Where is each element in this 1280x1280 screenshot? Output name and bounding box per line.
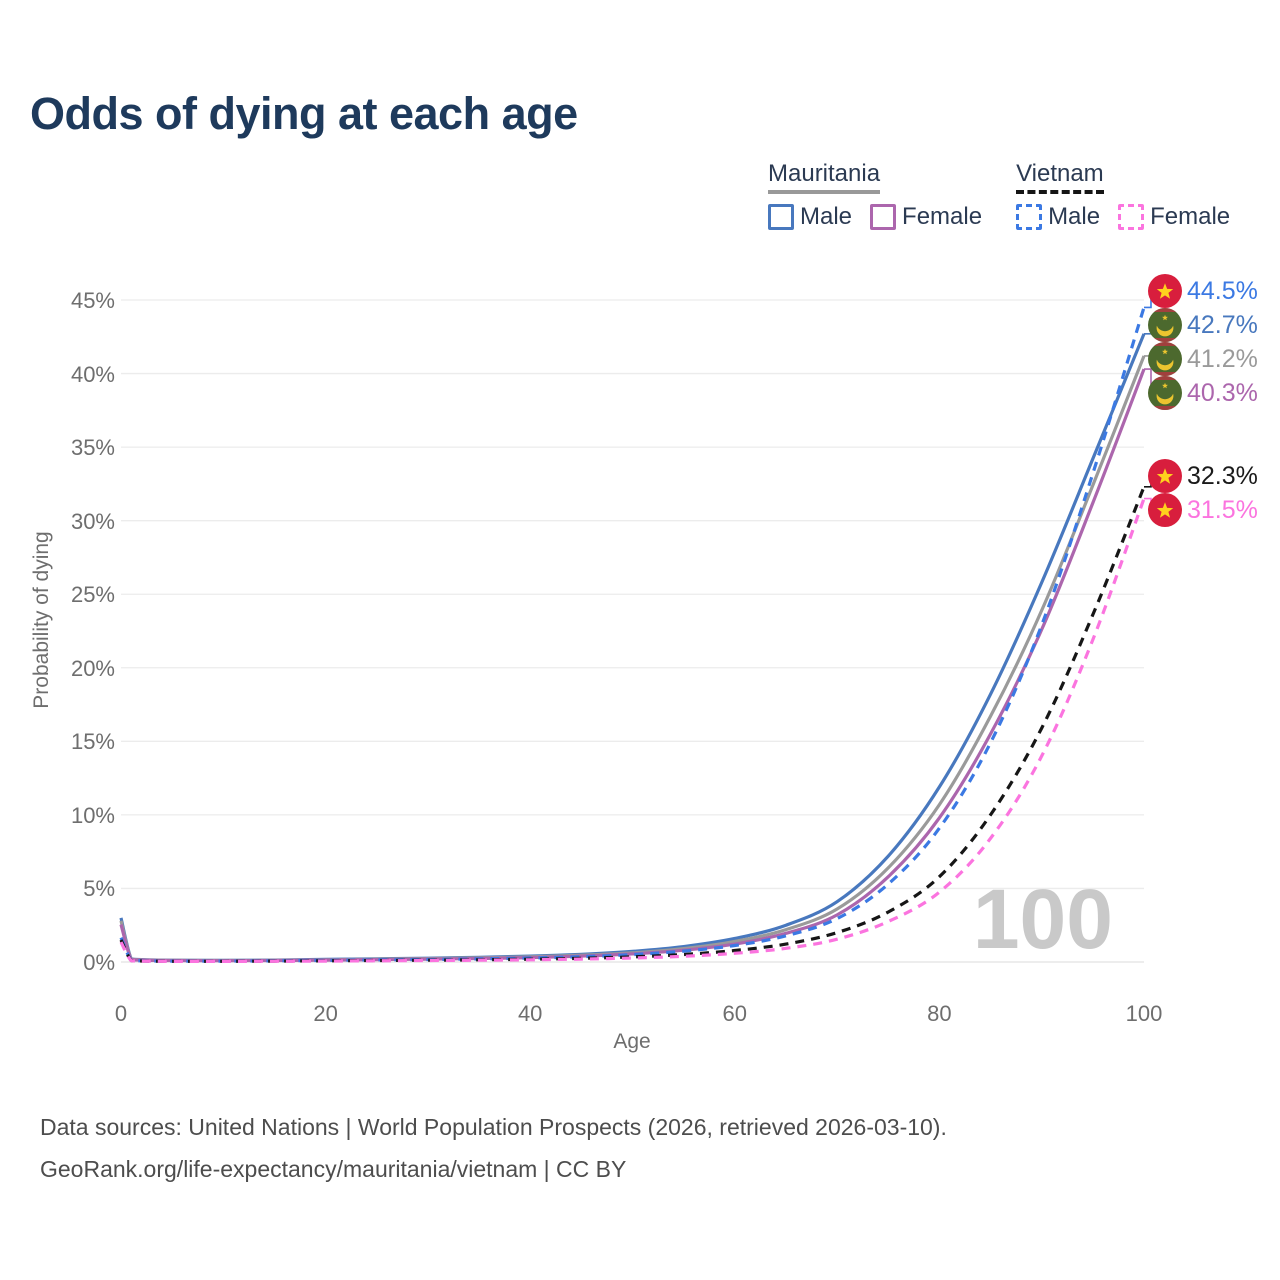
y-tick-label: 5% bbox=[83, 876, 115, 902]
x-tick-label: 80 bbox=[927, 1001, 952, 1026]
mauritania-flag-icon bbox=[1148, 308, 1182, 342]
x-tick-label: 0 bbox=[114, 1001, 128, 1026]
legend: Mauritania Male Female Vietnam Male Female bbox=[768, 160, 1230, 231]
legend-group-vietnam: Vietnam Male Female bbox=[1016, 160, 1230, 231]
legend-swatch-icon bbox=[870, 204, 897, 230]
end-label-mauritania-combined: 41.2% bbox=[1148, 342, 1258, 376]
legend-swatch-icon bbox=[1016, 204, 1043, 230]
end-label-value: 31.5% bbox=[1187, 495, 1258, 524]
end-label-vietnam-male: 44.5% bbox=[1148, 274, 1258, 308]
mauritania-flag-icon bbox=[1148, 376, 1182, 410]
y-tick-label: 25% bbox=[70, 582, 115, 608]
vietnam-flag-icon bbox=[1148, 493, 1182, 527]
y-axis-title: Probability of dying bbox=[30, 531, 53, 709]
data-source-note: Data sources: United Nations | World Pop… bbox=[40, 1106, 947, 1190]
end-label-value: 40.3% bbox=[1187, 378, 1258, 407]
mauritania-flag-icon bbox=[1148, 342, 1182, 376]
legend-item-label: Female bbox=[1150, 203, 1231, 230]
legend-item-mauritania-female[interactable]: Female bbox=[870, 203, 982, 231]
legend-country-mauritania[interactable]: Mauritania bbox=[768, 160, 881, 194]
y-tick-label: 35% bbox=[70, 435, 115, 461]
legend-group-mauritania: Mauritania Male Female bbox=[768, 160, 982, 231]
end-label-vietnam-combined: 32.3% bbox=[1148, 459, 1258, 493]
line-vietnam-combined[interactable] bbox=[119, 486, 1146, 963]
y-tick-label: 0% bbox=[83, 950, 115, 975]
legend-item-label: Female bbox=[902, 203, 983, 230]
legend-item-vietnam-male[interactable]: Male bbox=[1016, 203, 1100, 231]
legend-item-label: Male bbox=[800, 203, 853, 230]
legend-item-label: Male bbox=[1048, 203, 1101, 230]
legend-item-vietnam-female[interactable]: Female bbox=[1118, 203, 1230, 231]
y-tick-label: 30% bbox=[70, 508, 115, 534]
vietnam-flag-icon bbox=[1148, 274, 1182, 308]
end-label-mauritania-female: 40.3% bbox=[1148, 376, 1258, 410]
x-tick-label: 40 bbox=[517, 1001, 543, 1026]
data-source-line-1: Data sources: United Nations | World Pop… bbox=[40, 1114, 947, 1140]
x-tick-label: 100 bbox=[1125, 1001, 1163, 1026]
end-label-value: 44.5% bbox=[1187, 276, 1258, 305]
age-cursor-watermark: 100 bbox=[973, 872, 1113, 966]
x-tick-label: 20 bbox=[313, 1001, 338, 1026]
line-vietnam-female[interactable] bbox=[119, 498, 1146, 964]
end-label-value: 42.7% bbox=[1187, 310, 1258, 339]
line-mauritania-male[interactable] bbox=[119, 333, 1146, 962]
end-label-value: 41.2% bbox=[1187, 344, 1258, 373]
y-tick-label: 10% bbox=[70, 802, 115, 828]
y-tick-label: 15% bbox=[70, 729, 115, 755]
legend-swatch-icon bbox=[768, 204, 794, 230]
y-tick-label: 20% bbox=[70, 655, 115, 681]
end-label-value: 32.3% bbox=[1187, 461, 1258, 490]
data-source-line-2: GeoRank.org/life-expectancy/mauritania/v… bbox=[40, 1156, 627, 1182]
line-vietnam-male[interactable] bbox=[119, 306, 1146, 963]
y-tick-label: 45% bbox=[70, 288, 115, 313]
legend-country-vietnam[interactable]: Vietnam bbox=[1016, 160, 1104, 194]
chart-title: Odds of dying at each age bbox=[30, 88, 578, 139]
legend-swatch-icon bbox=[1118, 204, 1145, 230]
end-label-vietnam-female: 31.5% bbox=[1148, 493, 1258, 527]
x-axis-title: Age bbox=[613, 1030, 651, 1053]
end-label-mauritania-male: 42.7% bbox=[1148, 308, 1258, 342]
vietnam-flag-icon bbox=[1148, 459, 1182, 493]
x-tick-label: 60 bbox=[722, 1001, 748, 1026]
y-tick-label: 40% bbox=[70, 361, 115, 387]
legend-item-mauritania-male[interactable]: Male bbox=[768, 203, 852, 231]
